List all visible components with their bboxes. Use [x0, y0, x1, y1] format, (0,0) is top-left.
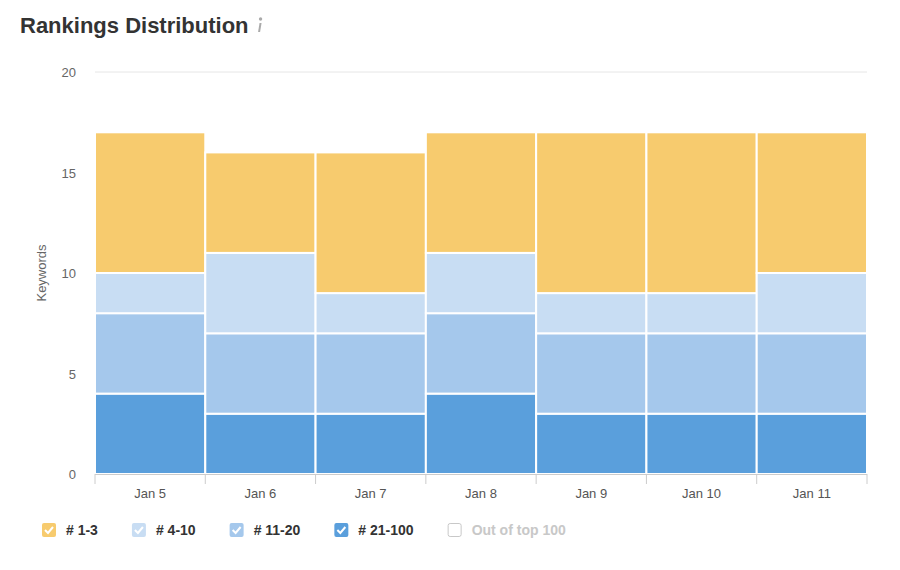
- bar-segment: [205, 333, 315, 413]
- x-tick: [425, 474, 426, 484]
- info-icon: [258, 17, 262, 32]
- title: Rankings Distribution: [20, 13, 249, 38]
- bar-segment: [646, 293, 756, 333]
- bar-segment: [646, 132, 756, 293]
- bar-segment: [95, 394, 205, 474]
- legend-check: [45, 527, 53, 533]
- bar-segment: [757, 273, 867, 333]
- legend-checkbox[interactable]: [334, 523, 348, 537]
- bar-segment: [316, 414, 426, 474]
- legend-check: [135, 527, 143, 533]
- bar-segment: [205, 253, 315, 333]
- bar-segment: [646, 414, 756, 474]
- legend-label: # 11-20: [254, 522, 301, 538]
- legend-item[interactable]: # 11-20: [230, 522, 301, 538]
- bar-segment: [536, 132, 646, 293]
- legend-label: # 1-3: [66, 522, 98, 538]
- x-tick-label: Jan 10: [682, 486, 721, 501]
- y-axis-label: Keywords: [34, 244, 49, 302]
- bar-segment: [316, 152, 426, 293]
- bar-segment: [536, 333, 646, 413]
- bar-segment: [757, 132, 867, 273]
- legend-label: # 4-10: [156, 522, 196, 538]
- legend: # 1-3 # 4-10 # 11-20 # 21-100 Out of top 100: [42, 522, 566, 538]
- legend-label: Out of top 100: [472, 522, 566, 538]
- y-tick-label: 10: [62, 266, 76, 281]
- x-tick-label: Jan 6: [245, 486, 277, 501]
- x-tick: [867, 474, 868, 484]
- legend-check: [233, 527, 241, 533]
- bar-segment: [536, 414, 646, 474]
- bar-segment: [316, 333, 426, 413]
- x-axis-line: [95, 474, 867, 475]
- bar-segment: [95, 132, 205, 273]
- legend-checkbox[interactable]: [42, 523, 56, 537]
- bar-segment: [426, 132, 536, 253]
- legend-item[interactable]: # 21-100: [334, 522, 413, 538]
- info-icon-stem: [258, 23, 262, 32]
- bar-segment: [205, 414, 315, 474]
- x-tick: [95, 474, 96, 484]
- bar-segment: [426, 313, 536, 393]
- bar-segment: [205, 152, 315, 253]
- x-tick: [205, 474, 206, 484]
- x-tick-label: Jan 5: [134, 486, 166, 501]
- bar-segment: [646, 333, 756, 413]
- bar-segment: [426, 253, 536, 313]
- y-tick-label: 20: [62, 65, 76, 80]
- legend-checkbox[interactable]: [448, 524, 461, 537]
- y-tick-label: 15: [62, 166, 76, 181]
- y-tick-label: 5: [69, 367, 76, 382]
- legend-label: # 21-100: [358, 522, 413, 538]
- bar-segment: [95, 313, 205, 393]
- legend-checkbox[interactable]: [230, 523, 244, 537]
- legend-item[interactable]: # 4-10: [132, 522, 196, 538]
- bar-segment: [95, 273, 205, 313]
- grid-line: [95, 72, 867, 73]
- x-tick-label: Jan 9: [575, 486, 607, 501]
- x-tick: [536, 474, 537, 484]
- bars: [95, 132, 867, 474]
- chart: Rankings Distribution 0 5 10 15 20 Keywords Jan…: [0, 0, 900, 570]
- bar-segment: [426, 394, 536, 474]
- legend-checkbox[interactable]: [132, 523, 146, 537]
- bar-segment: [757, 414, 867, 474]
- x-tick-label: Jan 11: [793, 486, 831, 501]
- bar-segment: [536, 293, 646, 333]
- bar-segment: [316, 293, 426, 333]
- legend-item[interactable]: # 1-3: [42, 522, 98, 538]
- legend-check: [337, 527, 345, 533]
- bar-segment: [757, 333, 867, 413]
- y-tick-label: 0: [69, 467, 76, 482]
- legend-item[interactable]: Out of top 100: [448, 522, 566, 538]
- x-tick: [646, 474, 647, 484]
- x-tick-label: Jan 8: [465, 486, 497, 501]
- x-tick-label: Jan 7: [355, 486, 387, 501]
- info-icon-dot: [259, 17, 262, 20]
- x-tick: [315, 474, 316, 484]
- x-tick: [756, 474, 757, 484]
